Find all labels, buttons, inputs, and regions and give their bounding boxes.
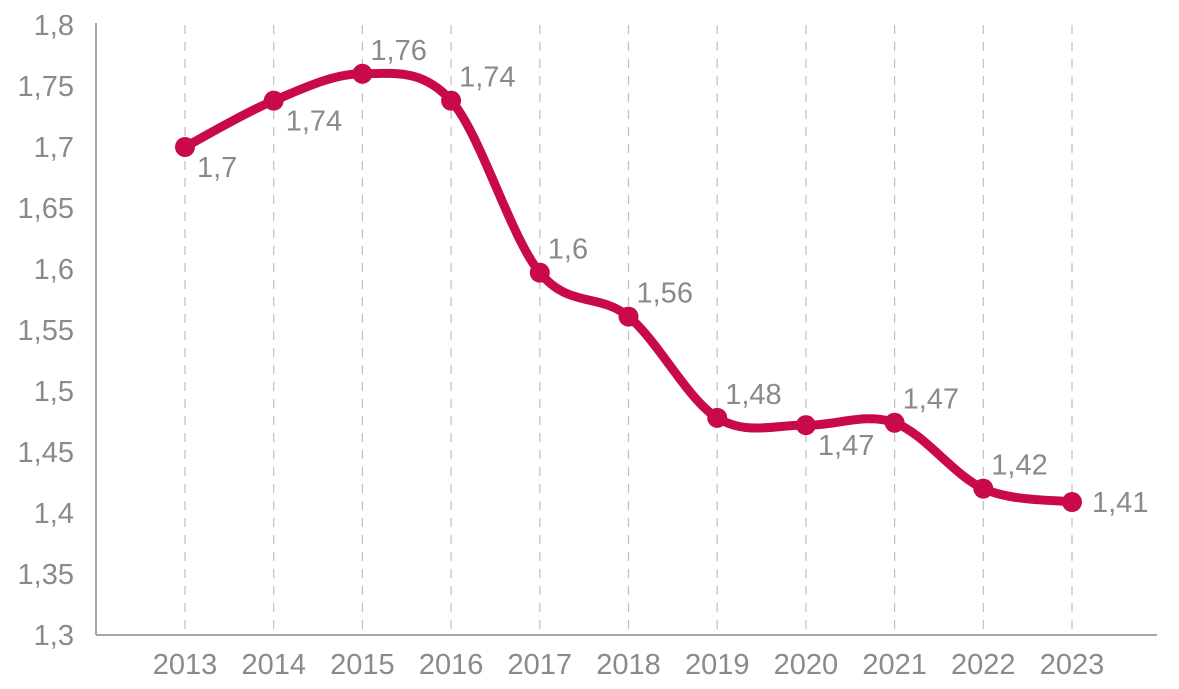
x-tick-label: 2019: [685, 649, 750, 681]
y-tick-label: 1,6: [34, 254, 74, 286]
data-point-2021: [884, 412, 905, 433]
x-tick-label: 2018: [596, 649, 661, 681]
axes: [95, 23, 1157, 636]
data-point-2018: [618, 306, 639, 327]
y-tick-label: 1,75: [18, 71, 74, 103]
data-label-2018: 1,56: [637, 278, 693, 310]
data-label-2019: 1,48: [725, 379, 781, 411]
y-tick-label: 1,45: [18, 437, 74, 469]
y-tick-label: 1,3: [34, 620, 74, 652]
data-point-2022: [973, 478, 994, 499]
y-tick-label: 1,7: [34, 132, 74, 164]
x-tick-label: 2017: [508, 649, 573, 681]
data-points: [175, 63, 1082, 513]
data-label-2016: 1,74: [459, 62, 515, 94]
x-tick-label: 2023: [1040, 649, 1105, 681]
y-tick-label: 1,5: [34, 376, 74, 408]
data-point-2019: [707, 407, 728, 428]
data-label-2017: 1,6: [548, 234, 588, 266]
data-label-2021: 1,47: [903, 384, 959, 416]
x-tick-label: 2013: [153, 649, 218, 681]
y-tick-label: 1,35: [18, 559, 74, 591]
data-point-2017: [529, 262, 550, 283]
data-point-2016: [441, 90, 462, 111]
x-tick-label: 2014: [241, 649, 306, 681]
y-tick-label: 1,65: [18, 193, 74, 225]
data-point-2020: [795, 415, 816, 436]
y-tick-label: 1,55: [18, 315, 74, 347]
x-tick-label: 2022: [951, 649, 1016, 681]
data-labels: 1,7 1,74 1,76 1,74 1,6 1,56 1,48 1,47 1,47 1,42 1,…: [197, 35, 1148, 519]
data-point-2015: [352, 63, 373, 84]
x-tick-label: 2016: [419, 649, 484, 681]
x-tick-label: 2020: [774, 649, 839, 681]
series-line: [180, 68, 1077, 507]
y-tick-labels: 1,3 1,35 1,4 1,45 1,5 1,55 1,6 1,65 1,7 1,75 1,8: [18, 10, 74, 652]
data-label-2022: 1,42: [991, 450, 1047, 482]
series-path: [180, 68, 1077, 507]
data-point-2014: [263, 90, 284, 111]
data-point-2013: [175, 137, 195, 157]
x-tick-label: 2021: [862, 649, 927, 681]
data-point-2023: [1062, 492, 1082, 513]
data-label-2023: 1,41: [1092, 487, 1148, 519]
data-label-2015: 1,76: [370, 35, 426, 67]
x-tick-label: 2015: [330, 649, 395, 681]
y-tick-label: 1,8: [34, 10, 74, 42]
data-label-2013: 1,7: [197, 152, 237, 184]
data-label-2014: 1,74: [286, 106, 342, 138]
y-tick-label: 1,4: [34, 498, 74, 530]
x-tick-labels: 2013 2014 2015 2016 2017 2018 2019 2020 2021 2022…: [153, 649, 1105, 681]
data-label-2020: 1,47: [818, 430, 874, 462]
